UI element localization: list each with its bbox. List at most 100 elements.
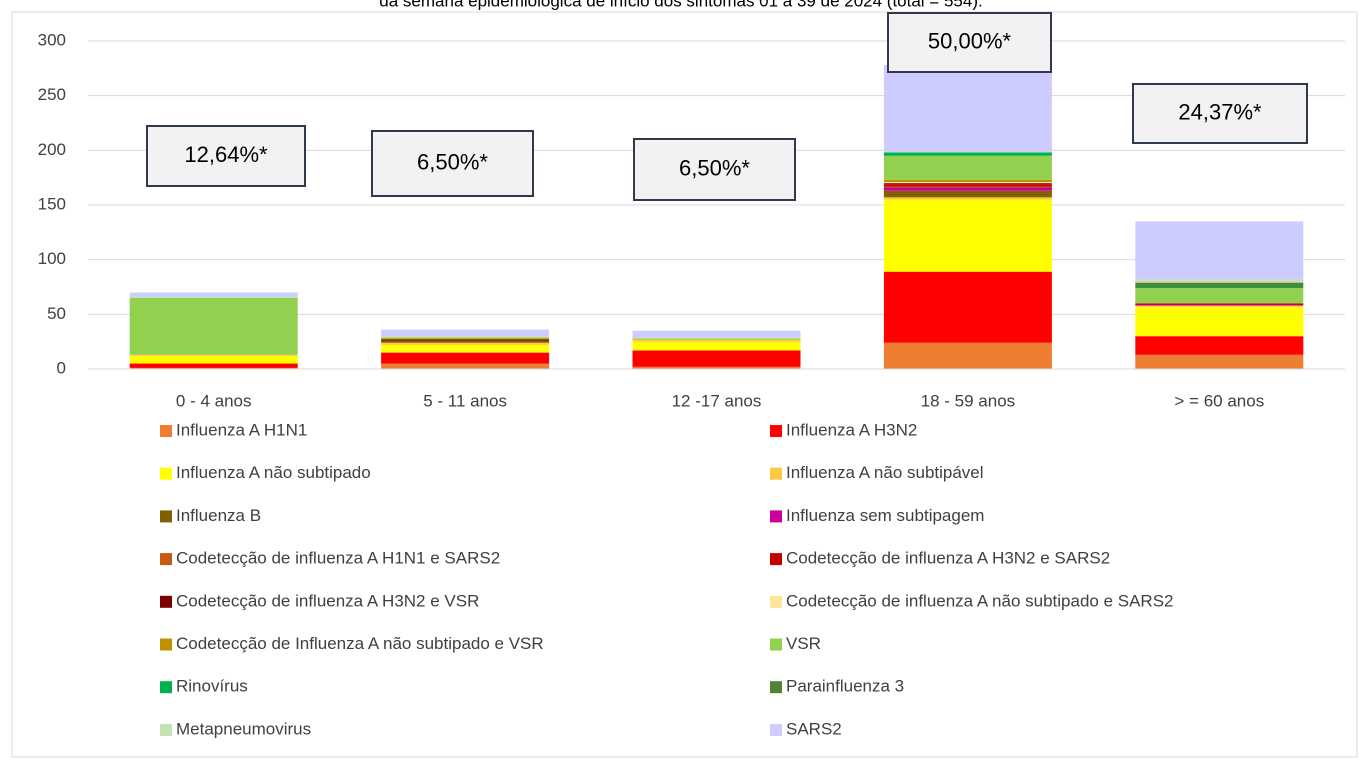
bar-segment	[1135, 288, 1304, 304]
legend-label: Codetecção de influenza A H3N2 e SARS2	[786, 549, 1110, 568]
bar-segment	[1135, 287, 1304, 289]
y-tick-label: 300	[38, 30, 66, 49]
bar-segment	[883, 182, 1052, 184]
bar-segment	[129, 354, 298, 356]
bar-segment	[129, 367, 298, 369]
bar-segment	[381, 336, 550, 338]
bar-segment	[1135, 282, 1304, 287]
legend-label: Parainfluenza 3	[786, 677, 904, 696]
chart-border	[11, 11, 1358, 758]
bar-segment	[1135, 221, 1304, 280]
bar-segment	[632, 341, 801, 351]
legend-label: Influenza A não subtipado	[176, 463, 371, 482]
legend-swatch	[160, 510, 172, 523]
legend-swatch	[770, 595, 782, 608]
legend-swatch	[770, 681, 782, 694]
bar-segment	[381, 339, 550, 341]
x-tick-label: 12 -17 anos	[672, 391, 762, 410]
y-tick-label: 0	[57, 358, 66, 377]
legend-label: Influenza A H3N2	[786, 420, 917, 439]
bar-segment	[632, 330, 801, 338]
bar-segment	[381, 338, 550, 340]
legend-swatch	[770, 425, 782, 437]
x-tick-label: 0 - 4 anos	[176, 391, 252, 410]
bar-segment	[883, 342, 1052, 369]
bar-segment	[381, 363, 550, 369]
legend-swatch	[160, 723, 172, 736]
legend-label: Codetecção de Influenza A não subtipado …	[176, 634, 544, 653]
x-tick-label: 5 - 11 anos	[423, 391, 507, 410]
legend-swatch	[160, 425, 172, 437]
bar-segment	[883, 184, 1052, 187]
legend-swatch	[770, 467, 782, 480]
legend-label: Metapneumovirus	[176, 719, 311, 738]
annotation-box	[887, 12, 1052, 73]
bar-segment	[883, 155, 1052, 180]
bar-segment	[381, 340, 550, 343]
bar-segment	[381, 342, 550, 345]
bar-segment	[129, 363, 298, 368]
legend-label: Influenza A H1N1	[176, 420, 307, 439]
chart-title: da semana epidemiológica de início dos s…	[379, 0, 982, 10]
bar-segment	[129, 296, 298, 298]
bar-segment	[1135, 305, 1304, 307]
legend-swatch	[160, 467, 172, 480]
legend-swatch	[770, 638, 782, 651]
legend-swatch	[770, 723, 782, 736]
bar-segment	[1135, 354, 1304, 369]
legend-swatch	[770, 510, 782, 523]
bar-segment	[632, 339, 801, 342]
bar-segment	[883, 179, 1052, 183]
bar-segment	[381, 337, 550, 339]
bar-segment	[883, 190, 1052, 198]
y-tick-label: 50	[47, 304, 66, 323]
bar-segment	[1135, 279, 1304, 283]
legend-label: SARS2	[786, 719, 842, 738]
bar-segment	[632, 366, 801, 369]
bar-segment	[129, 355, 298, 364]
annotation-box	[371, 130, 534, 197]
x-tick-label: > = 60 anos	[1174, 391, 1264, 410]
y-tick-label: 250	[38, 85, 66, 104]
bar-segment	[632, 338, 801, 340]
bar-segment	[129, 292, 298, 297]
annotation: 6,50%*	[679, 155, 750, 180]
bar-segment	[883, 183, 1052, 185]
annotation: 50,00%*	[928, 28, 1012, 53]
bar-segment	[381, 344, 550, 353]
legend-label: VSR	[786, 634, 821, 653]
bar-segment	[1135, 306, 1304, 337]
bar-segment	[381, 329, 550, 337]
bar-segment	[883, 65, 1052, 152]
annotation-box	[633, 138, 796, 201]
bar-segment	[883, 199, 1052, 272]
legend-swatch	[160, 553, 172, 566]
bar-segment	[883, 152, 1052, 156]
bar-segment	[1135, 304, 1304, 306]
bar-segment	[883, 187, 1052, 191]
legend-label: Influenza A não subtipável	[786, 463, 984, 482]
legend-label: Influenza sem subtipagem	[786, 506, 984, 525]
bar-segment	[632, 350, 801, 367]
legend-label: Codetecção de influenza A não subtipado …	[786, 591, 1174, 610]
bar-segment	[883, 186, 1052, 188]
bar-segment	[883, 271, 1052, 343]
annotation-box	[146, 125, 306, 187]
x-tick-label: 18 - 59 anos	[921, 391, 1016, 410]
legend-label: Influenza B	[176, 506, 261, 525]
legend-swatch	[160, 681, 172, 694]
annotation: 6,50%*	[417, 149, 488, 174]
annotation: 12,64%*	[184, 142, 268, 167]
legend-swatch	[160, 638, 172, 651]
bar-segment	[1135, 303, 1304, 305]
legend-label: Codetecção de influenza A H3N2 e VSR	[176, 591, 479, 610]
bar-segment	[632, 337, 801, 339]
legend-swatch	[160, 595, 172, 608]
annotation: 24,37%*	[1178, 99, 1262, 124]
y-tick-label: 150	[38, 194, 66, 213]
bar-segment	[381, 352, 550, 364]
bar-segment	[1135, 336, 1304, 355]
bar-segment	[883, 197, 1052, 200]
bar-segment	[129, 297, 298, 355]
